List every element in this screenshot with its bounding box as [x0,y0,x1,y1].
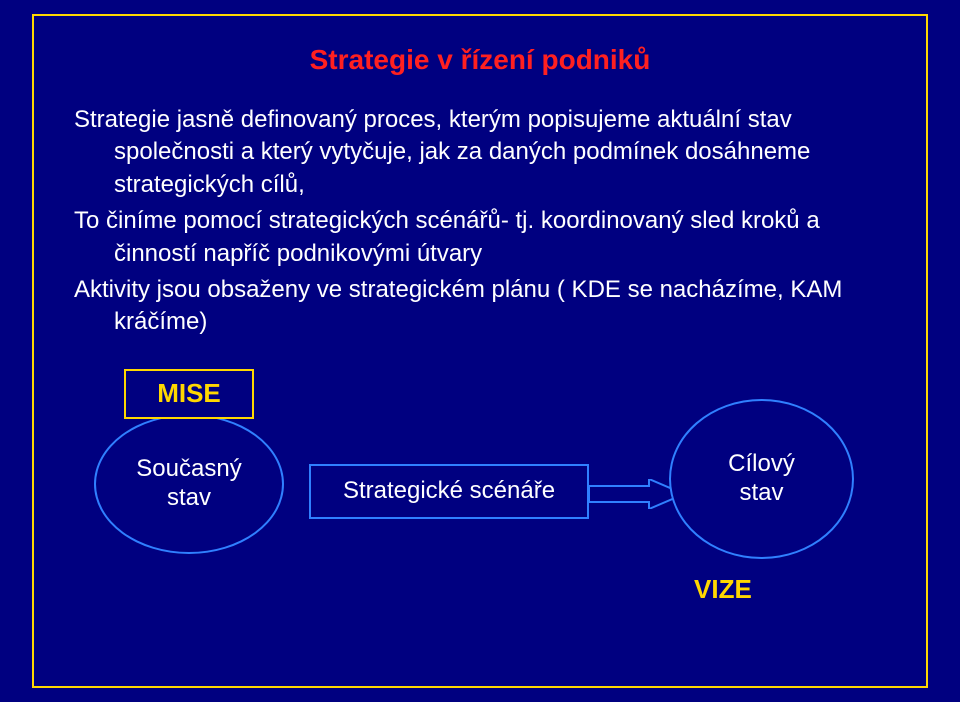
paragraph-2: To činíme pomocí strategických scénářů- … [74,205,886,270]
slide-title: Strategie v řízení podniků [74,44,886,76]
current-state-line2: stav [167,484,211,513]
target-state-line2: stav [739,479,783,508]
mise-box: MISE [124,369,254,419]
paragraph-1: Strategie jasně definovaný proces, který… [74,104,886,201]
scenario-box: Strategické scénáře [309,464,589,519]
target-state-ellipse: Cílový stav [669,399,854,559]
strategy-diagram: MISE Současný stav Strategické scénáře C… [74,359,886,619]
slide-frame: Strategie v řízení podniků Strategie jas… [32,14,928,688]
current-state-line1: Současný [136,455,241,484]
target-state-line1: Cílový [728,450,795,479]
slide-body: Strategie jasně definovaný proces, který… [74,104,886,339]
current-state-ellipse: Současný stav [94,414,284,554]
vize-label: VIZE [694,574,752,605]
paragraph-3: Aktivity jsou obsaženy ve strategickém p… [74,274,886,339]
